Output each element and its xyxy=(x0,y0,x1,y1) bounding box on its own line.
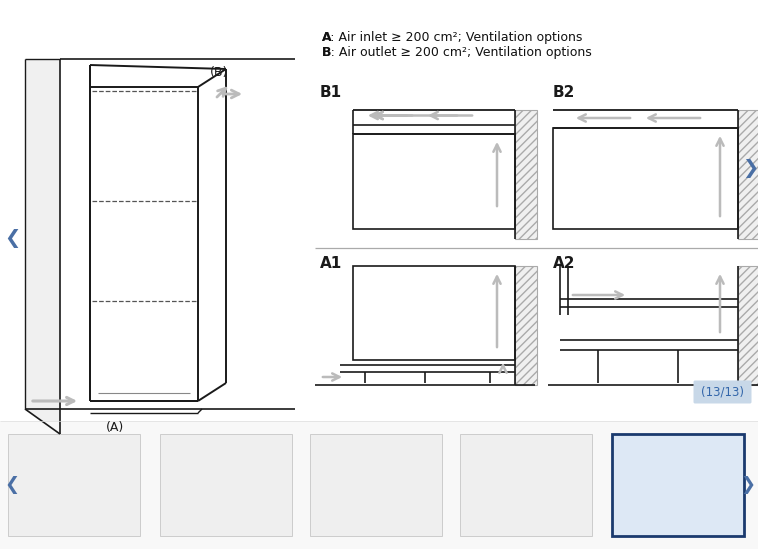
Text: ❯: ❯ xyxy=(742,160,758,178)
Text: ❮: ❮ xyxy=(5,476,20,494)
Text: (13/13): (13/13) xyxy=(701,385,744,399)
Text: B1: B1 xyxy=(320,85,342,100)
Polygon shape xyxy=(25,59,60,434)
Bar xyxy=(160,434,292,536)
Text: A2: A2 xyxy=(553,256,575,271)
Bar xyxy=(0,421,758,549)
Text: ❯: ❯ xyxy=(741,476,756,494)
Bar xyxy=(310,434,442,536)
Bar xyxy=(353,134,515,229)
Text: (A): (A) xyxy=(106,421,124,434)
Bar xyxy=(353,266,515,360)
Text: A1: A1 xyxy=(320,256,343,271)
Text: ❮: ❮ xyxy=(4,229,20,249)
Text: B: B xyxy=(322,46,331,59)
Bar xyxy=(738,266,758,385)
Bar xyxy=(515,266,537,385)
Text: (B): (B) xyxy=(210,66,228,79)
Bar xyxy=(738,110,758,239)
FancyBboxPatch shape xyxy=(694,380,751,404)
Text: B: Air outlet ≥ 200 cm²; Ventilation options: B: Air outlet ≥ 200 cm²; Ventilation opt… xyxy=(322,46,592,59)
Bar xyxy=(553,128,738,229)
Bar xyxy=(460,434,592,536)
Text: A: A xyxy=(322,31,332,44)
Text: A: Air inlet ≥ 200 cm²; Ventilation options: A: Air inlet ≥ 200 cm²; Ventilation opti… xyxy=(322,31,582,44)
Bar xyxy=(515,110,537,239)
Bar xyxy=(8,434,140,536)
Bar xyxy=(612,434,744,536)
Text: B2: B2 xyxy=(553,85,575,100)
